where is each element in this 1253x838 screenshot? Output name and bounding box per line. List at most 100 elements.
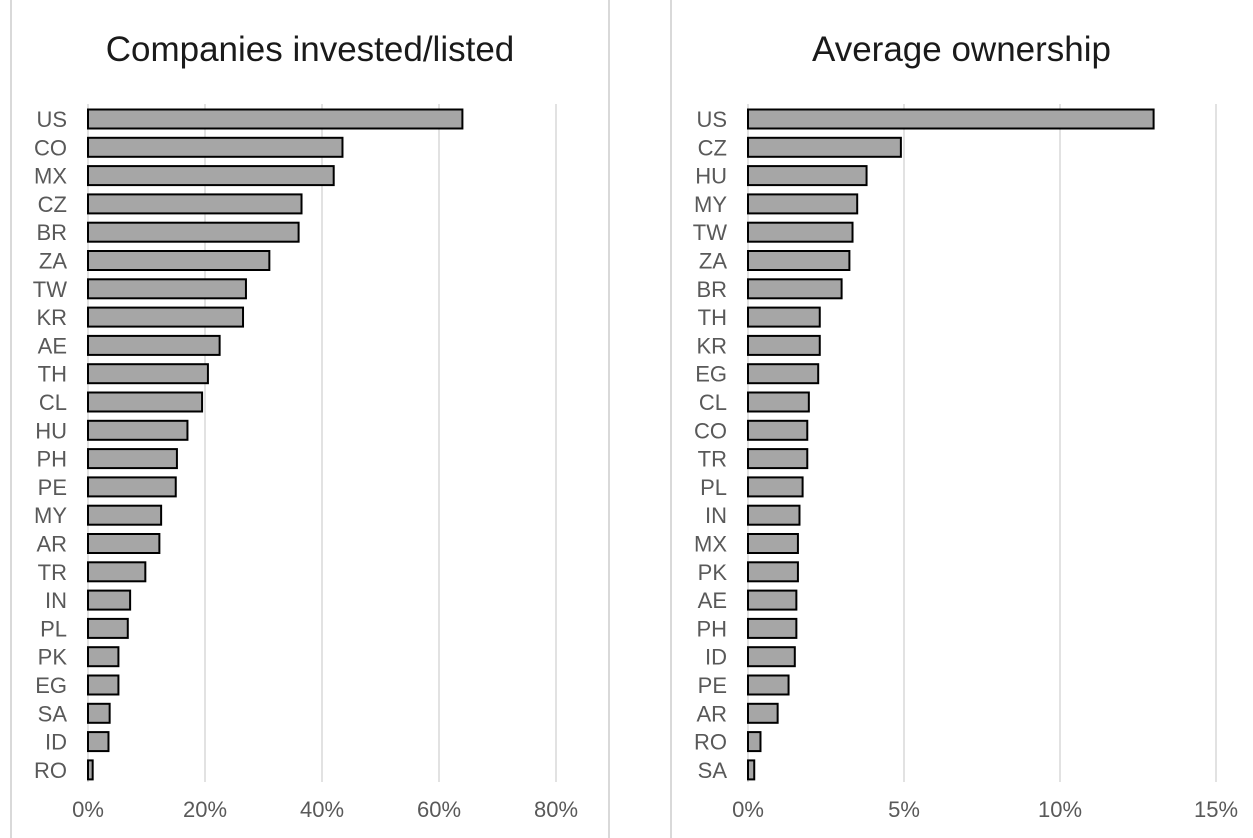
category-label: ZA bbox=[39, 249, 67, 274]
category-label: ID bbox=[45, 730, 67, 755]
bar bbox=[747, 334, 821, 356]
category-label: CL bbox=[39, 390, 67, 415]
bar bbox=[87, 165, 335, 187]
chart-title: Average ownership bbox=[812, 30, 1111, 69]
bar bbox=[747, 193, 859, 215]
category-label: SA bbox=[38, 701, 68, 726]
bar bbox=[87, 419, 189, 441]
bar bbox=[747, 448, 809, 470]
category-label: PK bbox=[698, 560, 728, 585]
category-label: IN bbox=[705, 503, 727, 528]
bar bbox=[747, 306, 821, 328]
bar bbox=[747, 561, 799, 583]
category-label: TR bbox=[38, 560, 67, 585]
category-label: PL bbox=[40, 616, 67, 641]
category-label: HU bbox=[35, 418, 67, 443]
x-tick-label: 5% bbox=[888, 797, 920, 822]
bar bbox=[87, 448, 178, 470]
bar bbox=[747, 250, 851, 271]
category-label: TR bbox=[698, 447, 727, 472]
category-label: US bbox=[36, 107, 67, 132]
panel-border bbox=[670, 0, 1253, 838]
category-label: EG bbox=[695, 362, 727, 387]
category-label: CZ bbox=[698, 135, 727, 160]
bar bbox=[747, 674, 790, 696]
bar bbox=[87, 363, 209, 385]
category-label: US bbox=[696, 107, 727, 132]
bar bbox=[747, 731, 762, 753]
bar bbox=[87, 617, 129, 639]
bar bbox=[747, 589, 798, 611]
bar bbox=[87, 278, 247, 300]
bar bbox=[87, 193, 303, 215]
bar bbox=[87, 476, 177, 498]
bar bbox=[87, 136, 344, 158]
chart-panel-companies: Companies invested/listed 0% 20% 40% 60% 80%… bbox=[10, 0, 610, 838]
bar bbox=[747, 419, 809, 441]
category-label: MY bbox=[694, 192, 727, 217]
bar bbox=[87, 108, 464, 130]
x-tick-label: 20% bbox=[183, 797, 227, 822]
x-tick-label: 0% bbox=[732, 797, 764, 822]
bar bbox=[747, 759, 756, 781]
bar bbox=[87, 391, 204, 413]
bar bbox=[747, 221, 854, 243]
category-label: SA bbox=[698, 758, 728, 783]
category-label: KR bbox=[696, 333, 727, 358]
category-label: ZA bbox=[699, 249, 727, 274]
category-label: RO bbox=[34, 758, 67, 783]
category-label: HU bbox=[695, 164, 727, 189]
bar bbox=[87, 674, 120, 696]
category-label: PH bbox=[696, 616, 727, 641]
bar-chart-companies: 0% 20% 40% 60% 80% US CO MX CZ BR ZA TW KR AE TH CL HU PH… bbox=[33, 104, 578, 822]
panel-border bbox=[10, 0, 610, 838]
bar bbox=[747, 504, 801, 526]
bar bbox=[87, 646, 120, 668]
category-label: EG bbox=[35, 673, 67, 698]
bar bbox=[87, 533, 161, 554]
bar bbox=[87, 759, 94, 781]
category-label: CO bbox=[34, 135, 67, 160]
bar bbox=[87, 221, 300, 243]
category-label: MX bbox=[694, 532, 727, 557]
bar bbox=[747, 533, 799, 554]
category-label: AE bbox=[38, 333, 67, 358]
bar bbox=[747, 617, 798, 639]
category-label: BR bbox=[36, 220, 67, 245]
category-label: PL bbox=[700, 475, 727, 500]
category-label: KR bbox=[36, 305, 67, 330]
x-tick-label: 40% bbox=[300, 797, 344, 822]
x-tick-label: 10% bbox=[1038, 797, 1082, 822]
bar bbox=[87, 306, 245, 328]
bar bbox=[87, 561, 147, 583]
bar bbox=[87, 731, 110, 753]
category-label: PE bbox=[38, 475, 67, 500]
category-label: TH bbox=[698, 305, 727, 330]
bar bbox=[747, 391, 810, 413]
category-label: TH bbox=[38, 362, 67, 387]
x-tick-label: 0% bbox=[72, 797, 104, 822]
category-label: TW bbox=[33, 277, 67, 302]
category-label: CO bbox=[694, 418, 727, 443]
category-label: PK bbox=[38, 645, 68, 670]
category-label: IN bbox=[45, 588, 67, 613]
x-tick-label: 80% bbox=[534, 797, 578, 822]
bar bbox=[87, 702, 111, 724]
chart-panel-ownership: Average ownership 0% 5% 10% 15% US CZ HU MY TW ZA… bbox=[670, 0, 1253, 838]
bar bbox=[747, 363, 820, 385]
category-label: TW bbox=[693, 220, 727, 245]
x-tick-label: 15% bbox=[1194, 797, 1238, 822]
bar bbox=[747, 136, 902, 158]
chart-title: Companies invested/listed bbox=[105, 30, 515, 69]
category-label: ID bbox=[705, 645, 727, 670]
category-label: AR bbox=[696, 701, 727, 726]
category-label: MX bbox=[34, 164, 67, 189]
bar bbox=[87, 334, 221, 356]
bar bbox=[747, 646, 796, 668]
category-label: AR bbox=[36, 532, 67, 557]
x-tick-label: 60% bbox=[417, 797, 461, 822]
category-label: RO bbox=[694, 730, 727, 755]
bar bbox=[747, 108, 1155, 130]
bar bbox=[747, 278, 843, 300]
bar bbox=[87, 504, 163, 526]
